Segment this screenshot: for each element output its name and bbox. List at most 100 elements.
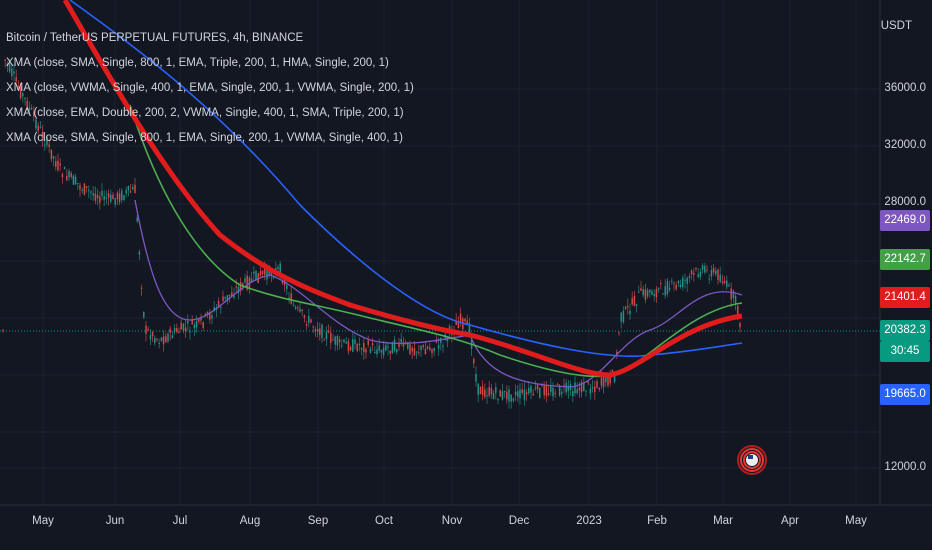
candle-body (420, 345, 422, 351)
candle-body (26, 100, 28, 110)
candle-body (288, 297, 290, 299)
candle-body (565, 383, 567, 393)
candle-body (323, 339, 325, 341)
candle-body (737, 305, 739, 316)
candle-body (523, 389, 526, 400)
candle-body (231, 292, 233, 297)
candle-body (369, 348, 372, 353)
candle-body (464, 318, 466, 322)
candle-body (127, 186, 130, 191)
candle-body (74, 176, 77, 185)
candle-body (726, 280, 728, 288)
candle-body (598, 387, 600, 390)
candle-body (176, 327, 178, 332)
event-marker-icon[interactable] (737, 445, 767, 475)
candle-body (475, 373, 477, 382)
candle-body (19, 86, 22, 98)
series-red-line (62, 0, 743, 378)
x-tick-label: 2023 (576, 515, 602, 527)
candle-body (224, 296, 226, 299)
candle-body (246, 275, 248, 290)
candle-body (398, 342, 400, 347)
indicator-2-label[interactable]: XMA (close, VWMA, Single, 400, 1, EMA, S… (6, 82, 414, 94)
candle-body (286, 285, 288, 289)
indicator-1-label[interactable]: XMA (close, SMA, Single, 800, 1, EMA, Tr… (6, 57, 389, 69)
candle-body (490, 388, 493, 395)
candle-body (345, 341, 347, 344)
candle-body (437, 345, 440, 349)
candle-body (411, 347, 413, 352)
candle-body (688, 276, 691, 278)
candle-body (477, 383, 479, 395)
candle-body (646, 290, 649, 297)
candle-body (272, 277, 275, 279)
candle-body (662, 293, 664, 295)
candle-body (305, 324, 308, 326)
x-tick-label: Jul (172, 515, 188, 527)
candle-body (299, 308, 301, 312)
candle-body (187, 321, 189, 324)
candle-body (616, 351, 618, 355)
candle-body (4, 59, 6, 61)
candle-body (222, 296, 224, 302)
candle-body (68, 170, 70, 178)
candle-body (717, 269, 719, 280)
candle-body (385, 345, 387, 351)
candle-body (734, 296, 737, 304)
candle-body (528, 388, 530, 394)
candle-body (701, 265, 704, 270)
candle-body (728, 285, 730, 287)
candle-body (558, 384, 561, 396)
candle-body (642, 289, 644, 296)
candle-body (682, 277, 684, 288)
candle-body (554, 392, 556, 394)
candle-body (264, 267, 266, 275)
candle-body (198, 318, 200, 322)
candle-body (55, 160, 57, 167)
candle-body (514, 391, 517, 396)
candle-body (481, 386, 484, 395)
candle-body (644, 289, 647, 300)
candle-body (226, 295, 229, 301)
candle-body (255, 270, 257, 280)
candle-body (99, 196, 101, 203)
candle-body (618, 332, 620, 334)
candle-body (310, 319, 312, 323)
candle-body (424, 348, 427, 355)
candle-body (178, 331, 180, 333)
candle-body (530, 385, 532, 393)
candle-body (519, 389, 521, 399)
candle-body (316, 329, 319, 332)
candle-body (149, 335, 152, 340)
candle-body (418, 352, 420, 354)
candle-body (497, 398, 499, 401)
candle-body (235, 286, 237, 288)
candle-body (330, 332, 332, 343)
candle-body (70, 172, 72, 177)
candle-body (250, 278, 253, 282)
candle-body (169, 328, 171, 333)
candle-body (22, 93, 24, 97)
candle-body (167, 333, 169, 342)
indicator-3-label[interactable]: XMA (close, EMA, Double, 200, 2, VWMA, S… (6, 107, 404, 119)
candle-body (545, 385, 548, 397)
candle-body (17, 85, 20, 88)
candle-body (712, 268, 715, 273)
candle-body (541, 385, 543, 387)
price-label-green: 22142.7 (880, 249, 930, 270)
candle-body (61, 174, 64, 178)
candle-body (204, 313, 207, 315)
candle-body (561, 392, 563, 394)
candle-body (479, 387, 482, 395)
candle-body (325, 331, 328, 339)
indicator-4-label[interactable]: XMA (close, SMA, Single, 800, 1, EMA, Si… (6, 132, 403, 144)
x-tick-label: Nov (441, 515, 463, 527)
candle-body (690, 270, 693, 275)
candle-body (468, 323, 471, 335)
candle-body (365, 348, 367, 353)
candle-body (510, 394, 512, 402)
candle-body (90, 191, 92, 193)
candle-body (721, 281, 724, 283)
candle-body (211, 315, 213, 319)
